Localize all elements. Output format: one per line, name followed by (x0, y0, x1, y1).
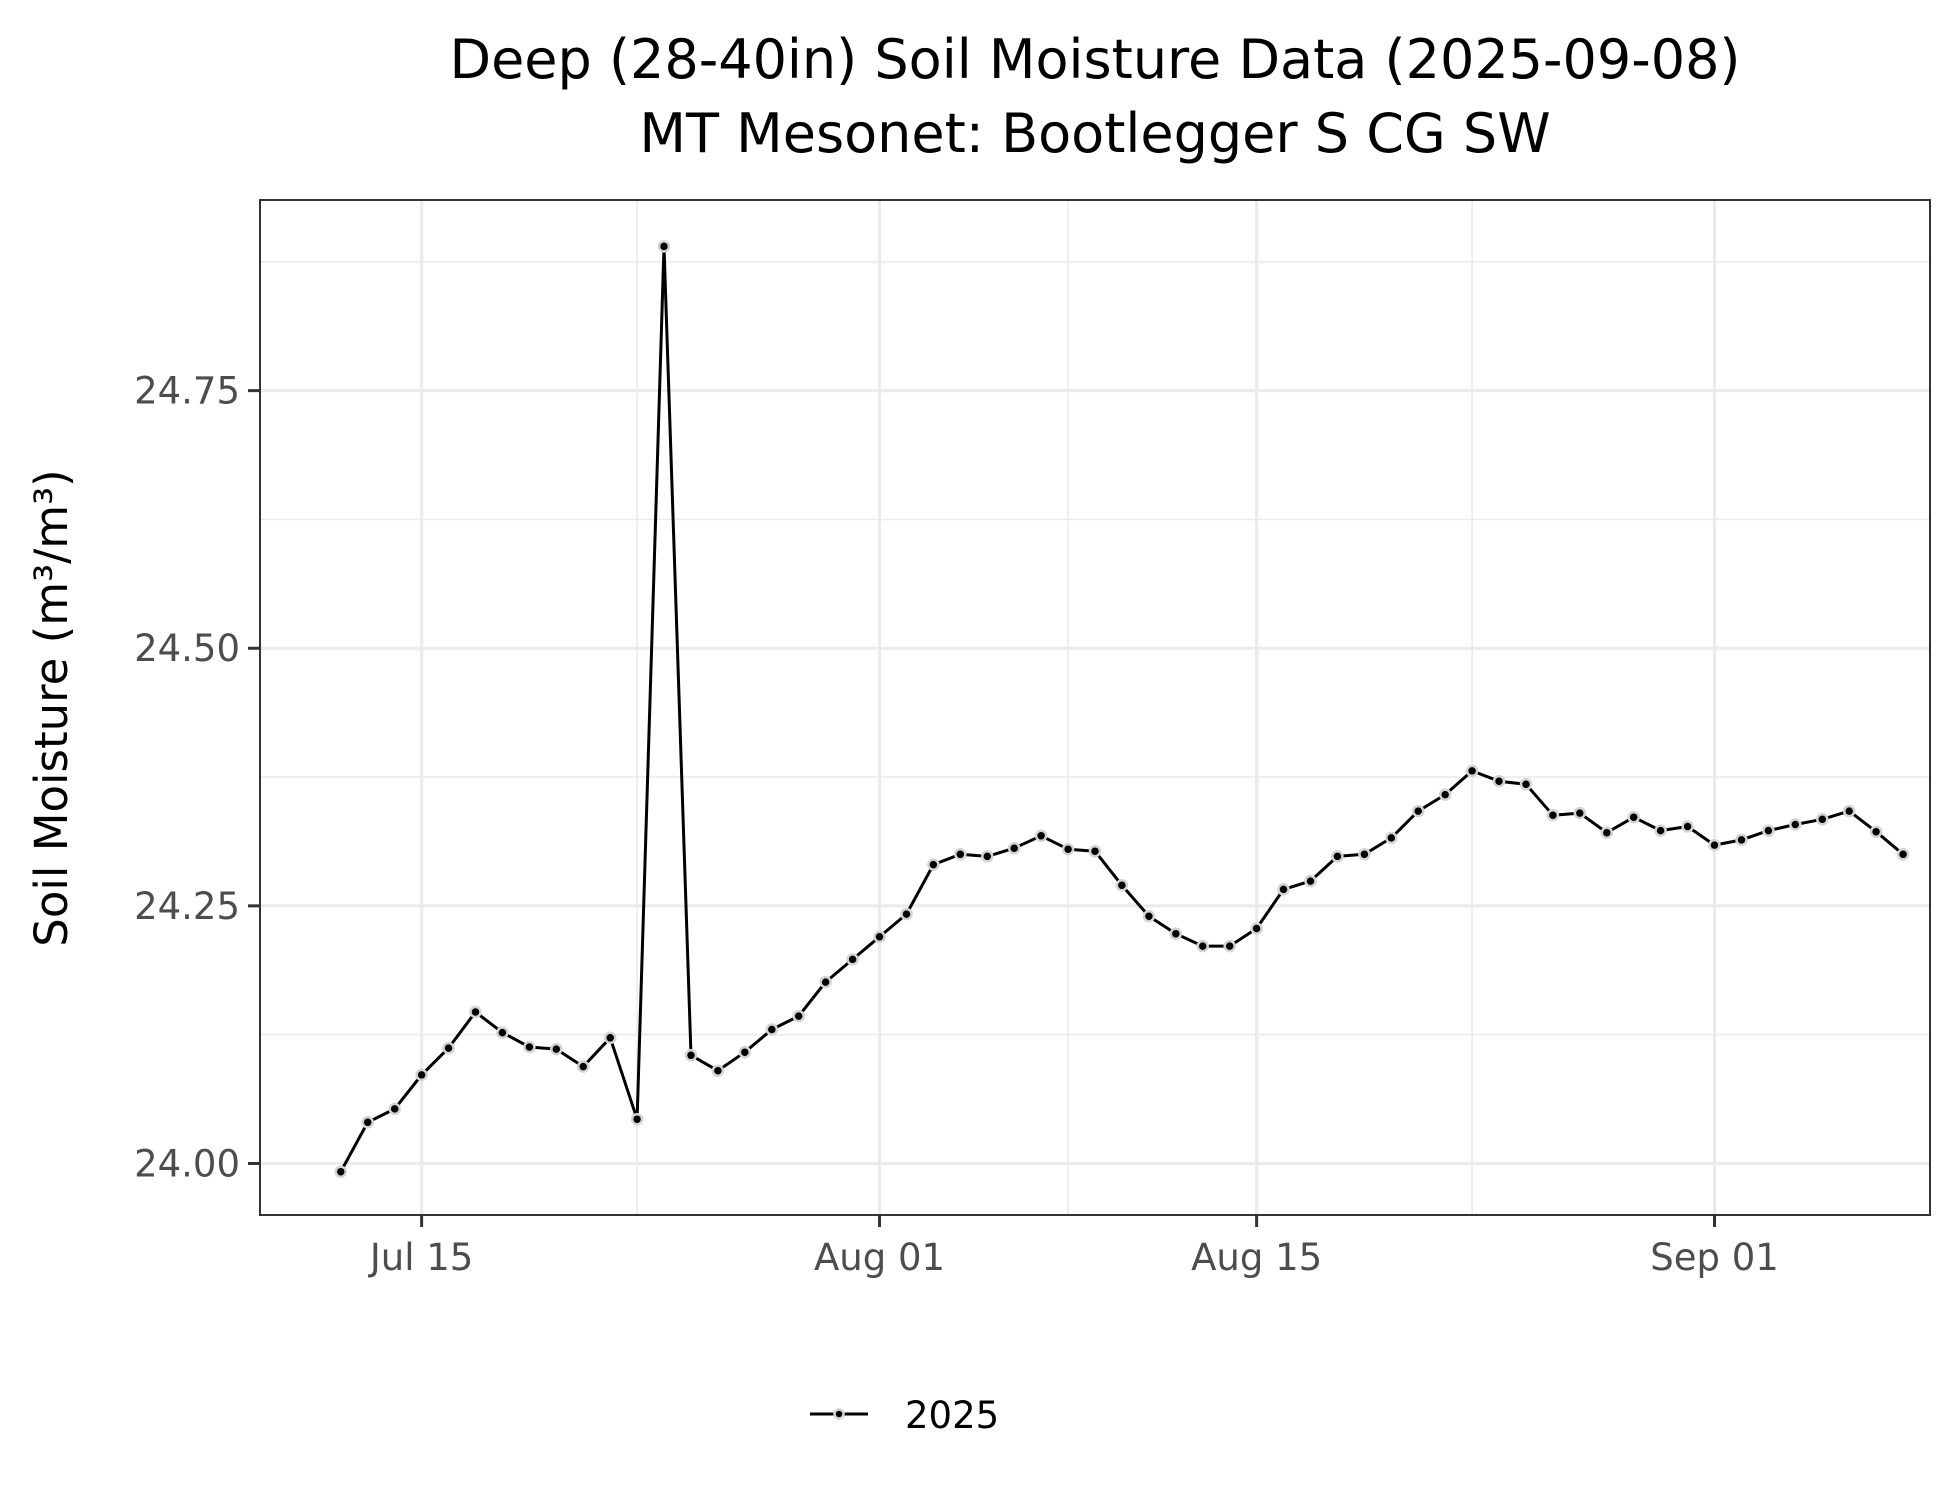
x-tick-label-2: Aug 15 (1191, 1236, 1322, 1279)
legend-label-2025: 2025 (905, 1394, 999, 1437)
data-point-2025-08-17 (1304, 874, 1317, 888)
x-tick-label-0: Jul 15 (368, 1236, 473, 1279)
y-axis: 24.00 24.25 24.50 24.75 (134, 370, 260, 1185)
data-point-2025-07-31 (846, 953, 859, 966)
legend: 2025 (810, 1394, 999, 1437)
data-point-2025-07-27 (738, 1045, 752, 1059)
data-point-2025-07-15 (415, 1068, 428, 1082)
data-point-2025-07-16 (442, 1041, 455, 1055)
data-point-2025-08-16 (1277, 883, 1290, 896)
data-point-2025-07-22 (603, 1031, 617, 1045)
data-point-2025-07-20 (550, 1042, 563, 1056)
data-point-2025-08-22 (1438, 788, 1452, 801)
x-tick-label-3: Sep 01 (1650, 1236, 1779, 1279)
data-point-2025-07-24 (657, 240, 671, 253)
data-point-2025-08-28 (1600, 826, 1614, 839)
data-point-2025-07-23 (630, 1112, 644, 1126)
data-point-2025-08-15 (1250, 922, 1263, 935)
data-point-2025-07-29 (792, 1009, 805, 1023)
data-point-2025-08-25 (1519, 778, 1533, 791)
data-point-2025-08-06 (1007, 841, 1021, 855)
data-point-2025-08-14 (1223, 939, 1236, 953)
data-point-2025-08-11 (1142, 909, 1156, 923)
data-point-2025-07-26 (711, 1064, 725, 1077)
data-point-2025-09-02 (1735, 833, 1748, 847)
data-point-2025-08-01 (873, 930, 886, 944)
data-point-2025-08-29 (1627, 810, 1640, 824)
data-point-2025-08-27 (1573, 806, 1587, 820)
data-point-2025-09-04 (1789, 818, 1802, 831)
data-point-2025-08-30 (1654, 824, 1667, 837)
data-point-2025-07-18 (496, 1026, 509, 1039)
data-point-2025-08-10 (1115, 879, 1129, 892)
y-tick-label-3: 24.75 (134, 370, 240, 413)
y-tick-label-0: 24.00 (134, 1142, 240, 1185)
data-point-2025-08-08 (1061, 842, 1075, 856)
data-point-2025-08-02 (900, 907, 913, 921)
data-point-2025-08-21 (1411, 804, 1425, 818)
data-point-2025-08-23 (1465, 764, 1479, 778)
data-point-2025-07-13 (361, 1116, 374, 1129)
data-point-2025-09-03 (1762, 824, 1775, 837)
data-point-2025-09-05 (1816, 813, 1829, 826)
data-point-2025-07-14 (388, 1102, 401, 1116)
data-point-2025-08-13 (1196, 939, 1209, 953)
data-point-2025-08-18 (1331, 850, 1344, 863)
data-point-2025-07-19 (523, 1040, 536, 1054)
data-point-2025-07-17 (469, 1005, 482, 1019)
series-layer (334, 240, 1910, 1178)
x-tick-label-1: Aug 01 (814, 1236, 945, 1279)
data-point-2025-07-28 (765, 1023, 779, 1036)
chart-title: Deep (28-40in) Soil Moisture Data (2025-… (449, 28, 1740, 91)
data-point-2025-07-12 (334, 1165, 348, 1178)
data-point-2025-08-19 (1358, 848, 1371, 861)
data-point-2025-09-01 (1708, 838, 1721, 852)
data-point-2025-09-07 (1869, 825, 1883, 838)
data-point-2025-08-12 (1169, 927, 1183, 940)
plot-panel-border (259, 199, 1931, 1216)
data-point-2025-08-03 (927, 858, 940, 871)
legend-point-swatch (833, 1408, 845, 1420)
data-point-2025-08-07 (1034, 829, 1048, 843)
y-tick-label-1: 24.25 (134, 885, 240, 928)
data-point-2025-08-31 (1681, 820, 1694, 833)
data-point-2025-09-06 (1842, 804, 1856, 818)
data-point-2025-07-30 (819, 975, 832, 989)
major-gridlines (260, 200, 1930, 1215)
data-point-2025-08-20 (1385, 831, 1398, 845)
data-point-2025-08-24 (1492, 774, 1506, 788)
data-point-2025-09-08 (1896, 848, 1910, 861)
data-point-2025-08-26 (1546, 808, 1560, 822)
y-axis-title: Soil Moisture (m³/m³) (25, 469, 78, 946)
y-tick-label-2: 24.50 (134, 627, 240, 670)
data-point-2025-07-25 (684, 1049, 698, 1062)
data-point-2025-08-05 (981, 850, 994, 863)
chart-subtitle: MT Mesonet: Bootlegger S CG SW (639, 102, 1550, 165)
x-axis: Jul 15 Aug 01 Aug 15 Sep 01 (368, 1215, 1779, 1279)
data-point-2025-07-21 (576, 1060, 590, 1073)
data-point-2025-08-09 (1088, 844, 1102, 858)
data-point-2025-08-04 (954, 848, 967, 861)
